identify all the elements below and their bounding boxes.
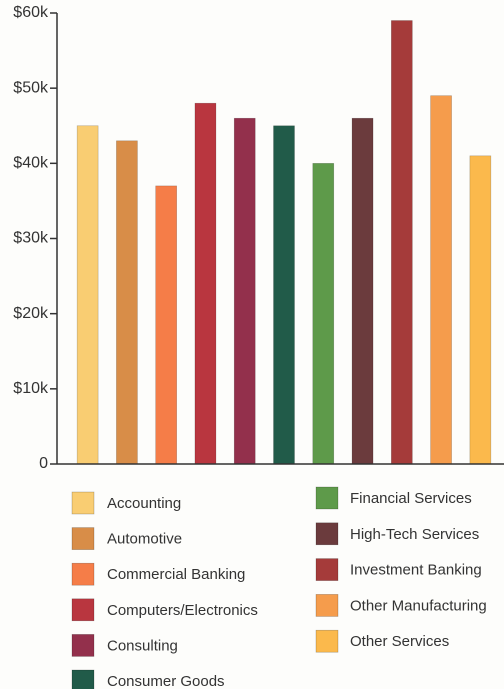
legend-label: Investment Banking: [350, 562, 482, 579]
bar: [273, 125, 295, 465]
legend-swatch: [315, 486, 339, 510]
legend-swatch: [71, 491, 95, 515]
bar: [155, 185, 177, 465]
bar: [76, 125, 99, 465]
legend-swatch: [315, 629, 339, 653]
y-tick-label: $60k: [13, 4, 49, 21]
legend-swatch: [71, 669, 95, 689]
legend-swatch: [71, 634, 95, 657]
y-tick-label: $20k: [13, 305, 49, 322]
bar: [233, 117, 256, 465]
legend-swatch: [315, 522, 339, 546]
bar: [351, 117, 374, 465]
legend-label: Commercial Banking: [107, 566, 245, 583]
legend-swatch: [315, 594, 339, 617]
legend-label: Accounting: [107, 495, 181, 512]
legend-label: Financial Services: [350, 490, 472, 507]
legend-label: Consumer Goods: [107, 673, 225, 689]
y-tick-label: $10k: [13, 380, 49, 397]
bar: [194, 102, 217, 465]
legend-label: Other Manufacturing: [350, 597, 487, 614]
legend-label: Other Services: [350, 633, 449, 650]
bar: [391, 20, 413, 465]
legend-label: Automotive: [107, 531, 182, 548]
y-tick-label: $40k: [13, 155, 49, 172]
bar: [430, 95, 452, 465]
legend-label: High-Tech Services: [350, 526, 479, 543]
legend-label: Computers/Electronics: [107, 602, 258, 619]
legend-swatch: [315, 558, 339, 581]
bar: [469, 155, 492, 465]
legend-swatch: [71, 598, 95, 622]
bar: [116, 140, 138, 465]
legend-swatch: [71, 527, 95, 550]
y-tick-label: $30k: [13, 230, 49, 247]
y-tick-label: $50k: [13, 79, 49, 96]
legend-swatch: [71, 562, 95, 586]
legend-label: Consulting: [107, 637, 178, 654]
bar: [312, 163, 335, 465]
y-tick-label: 0: [39, 455, 48, 472]
